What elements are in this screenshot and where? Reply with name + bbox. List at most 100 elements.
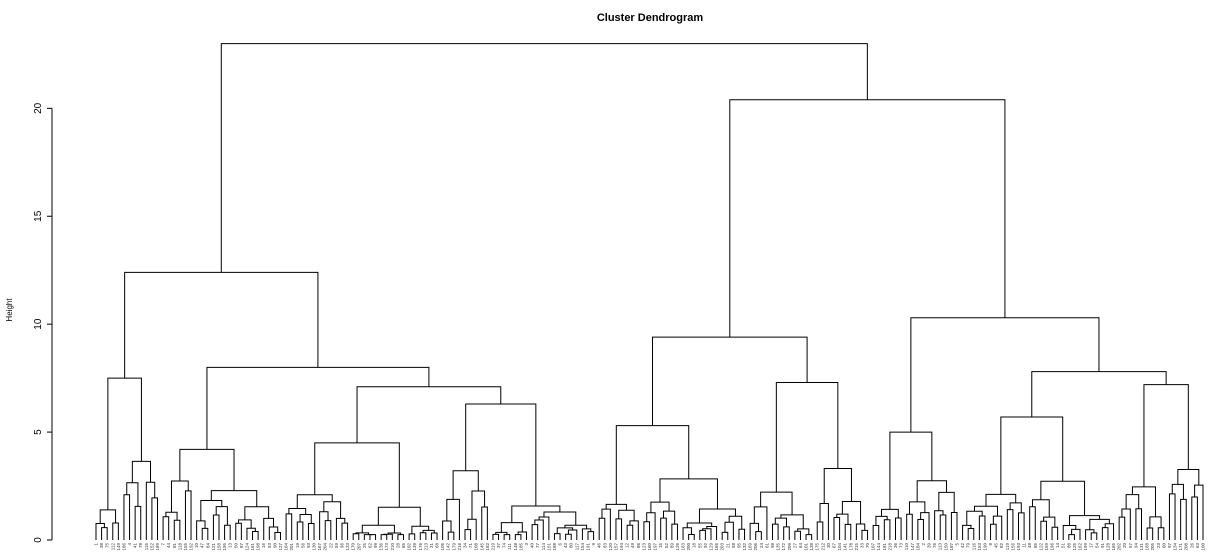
leaf-label: 62 (367, 543, 372, 549)
dendrogram-link (950, 511, 958, 540)
dendrogram-link (565, 533, 572, 540)
dendrogram-link (126, 482, 139, 507)
dendrogram-link (910, 317, 1100, 433)
leaf-label: 170 (351, 543, 356, 551)
leaf-label: 40 (530, 543, 535, 549)
leaf-label: 16 (261, 543, 266, 549)
dendrogram-link (1143, 384, 1189, 487)
leaf-label: 163 (681, 543, 686, 551)
dendrogram-link (1168, 493, 1176, 540)
leaf-label: 48 (1027, 543, 1032, 549)
leaf-label: 144 (876, 543, 881, 551)
dendrogram-link (151, 497, 158, 540)
leaf-label: 19 (295, 543, 300, 549)
leaf-label: 46 (597, 543, 602, 549)
dendrogram-link (1051, 526, 1059, 540)
leaf-label: 190 (982, 543, 987, 551)
leaf-label: 148 (513, 543, 518, 551)
leaf-label: 216 (457, 543, 462, 551)
dendrogram-link (387, 532, 402, 535)
dendrogram-link (682, 527, 692, 540)
leaf-label: 123 (641, 543, 646, 551)
leaf-label: 193 (1016, 543, 1021, 551)
leaf-label: 160 (647, 543, 652, 551)
leaf-label: 134 (1173, 543, 1178, 551)
dendrogram-link (134, 505, 142, 540)
leaf-label: 145 (479, 543, 484, 551)
dendrogram-link (660, 517, 667, 540)
leaf-label: 63 (1195, 543, 1200, 549)
leaf-label: 59 (334, 543, 339, 549)
dendrogram-link (819, 503, 829, 540)
dendrogram-link (244, 506, 270, 520)
leaf-label: 182 (485, 543, 490, 551)
dendrogram-link (131, 460, 152, 483)
dendrogram-link (1071, 528, 1081, 540)
leaf-label: 212 (820, 543, 825, 551)
dendrogram-link (511, 505, 561, 523)
leaf-label: 120 (608, 543, 613, 551)
dendrogram-link (1135, 508, 1142, 540)
leaf-label: 203 (720, 543, 725, 551)
dendrogram-link (1040, 480, 1086, 516)
leaf-label: 1 (94, 543, 99, 546)
dendrogram-link (872, 524, 880, 540)
leaf-label: 115 (144, 543, 149, 551)
leaf-label: 117 (574, 543, 579, 551)
leaf-label: 100 (1201, 543, 1206, 551)
leaf-label: 184 (915, 543, 920, 551)
dendrogram-link (1149, 516, 1162, 529)
dendrogram-link (615, 518, 623, 540)
leaf-label: 191 (586, 543, 591, 551)
leaf-label: 159 (1044, 543, 1049, 551)
dendrogram-link (173, 519, 181, 540)
dendrogram-link (352, 533, 360, 540)
dendrogram-link (875, 515, 888, 526)
leaf-label: 82 (999, 543, 1004, 549)
dendrogram-link (1104, 523, 1115, 540)
leaf-label: 198 (256, 543, 261, 551)
leaf-label: 205 (1150, 543, 1155, 551)
leaf-label: 132 (742, 543, 747, 551)
leaf-label: 209 (787, 543, 792, 551)
dendrogram-link (702, 528, 712, 540)
dendrogram-link (201, 527, 209, 540)
leaf-label: 130 (312, 543, 317, 551)
leaf-label: 135 (776, 543, 781, 551)
dendrogram-link (553, 533, 561, 540)
leaf-label: 124 (244, 543, 249, 551)
dendrogram-link (760, 491, 793, 515)
dendrogram-link (1085, 529, 1095, 540)
dendrogram-link (615, 425, 690, 505)
dendrogram-link (1009, 502, 1022, 513)
dendrogram-link (323, 501, 342, 519)
dendrogram-link (805, 534, 813, 540)
dendrogram-link (581, 528, 592, 540)
dendrogram-link (531, 524, 539, 540)
dendrogram-link (447, 531, 455, 540)
leaf-label: 157 (613, 543, 618, 551)
dendrogram-link (324, 520, 332, 540)
dendrogram-link (601, 508, 611, 540)
dendrogram-link (1031, 371, 1167, 417)
leaf-label: 175 (815, 543, 820, 551)
leaf-label: 167 (317, 543, 322, 551)
leaf-label: 178 (848, 543, 853, 551)
leaf-label: 101 (804, 543, 809, 551)
dendrogram-link (1118, 516, 1126, 540)
dendrogram-link (990, 523, 997, 540)
dendrogram-link (836, 513, 849, 525)
dendrogram-link (1043, 516, 1056, 528)
leaf-label: 95 (736, 543, 741, 549)
leaf-label: 113 (938, 543, 943, 551)
dendrogram-link (408, 533, 416, 540)
leaf-label: 108 (474, 543, 479, 551)
leaf-label: 84 (205, 543, 210, 549)
dendrogram-link (543, 511, 577, 526)
leaf-label: 136 (379, 543, 384, 551)
dendrogram-link (783, 526, 790, 540)
y-tick-label: 0 (33, 537, 44, 543)
dendrogram-link (123, 494, 131, 540)
dendrogram-link (107, 377, 142, 510)
dendrogram-links (95, 43, 1204, 540)
